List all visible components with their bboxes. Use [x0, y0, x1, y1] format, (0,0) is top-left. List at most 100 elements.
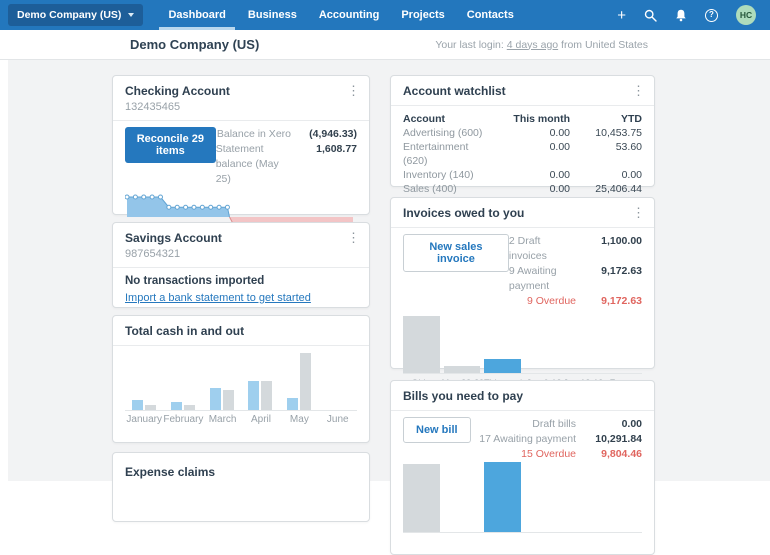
expense-claims-card: Expense claims — [112, 452, 370, 522]
account-name: Advertising (600) — [403, 127, 483, 139]
overdue-row: 9 Overdue 9,172.63 — [509, 294, 642, 309]
bill-stats: Draft bills 0.00 17 Awaiting payment 10,… — [479, 417, 642, 462]
savings-account-card: Savings Account 987654321 No transaction… — [112, 222, 370, 308]
plus-icon[interactable] — [617, 8, 626, 23]
stat-value: 9,172.63 — [601, 295, 642, 307]
card-title: Total cash in and out — [125, 324, 245, 338]
stat-value: 9,172.63 — [601, 265, 642, 277]
account-name: Inventory (140) — [403, 169, 474, 181]
divider — [391, 227, 654, 228]
stat-value: 0.00 — [621, 418, 642, 430]
main-nav: Dashboard Business Accounting Projects C… — [157, 0, 524, 30]
navbar-actions: HC — [617, 5, 756, 25]
nav-item-accounting[interactable]: Accounting — [318, 9, 380, 21]
chevron-down-icon — [128, 13, 135, 17]
x-axis-label: April — [250, 414, 271, 425]
this-month-value: 0.00 — [549, 141, 570, 153]
table-row: Entertainment (620) 0.00 53.60 — [403, 140, 642, 168]
page-header: Demo Company (US) Your last login: 4 day… — [0, 30, 770, 60]
stat-value: 10,291.84 — [595, 433, 642, 445]
divider — [113, 120, 369, 121]
table-row: Sales (400) 0.00 25,406.44 — [403, 182, 642, 196]
x-axis-label: May — [289, 414, 309, 425]
divider — [113, 267, 369, 268]
kebab-menu-icon[interactable] — [347, 84, 360, 97]
account-watchlist-card: Account watchlist Account This month YTD… — [390, 75, 655, 195]
kebab-menu-icon[interactable] — [632, 84, 645, 97]
total-cash-card: Total cash in and out January February Mar… — [112, 315, 370, 443]
last-login-link[interactable]: 4 days ago — [506, 38, 559, 51]
notifications-bell-icon[interactable] — [675, 9, 687, 22]
ytd-value: 25,406.44 — [595, 183, 642, 195]
balance-value: (4,946.33) — [309, 128, 357, 140]
new-bill-button[interactable]: New bill — [403, 417, 471, 443]
stat-label: 15 Overdue — [521, 448, 576, 460]
statement-balance-label: Statement balance (May 25) — [215, 143, 279, 185]
nav-item-business[interactable]: Business — [247, 9, 297, 21]
watchlist-table: Account This month YTD Advertising (600)… — [403, 112, 642, 196]
col-this-month: This month — [513, 113, 570, 125]
invoices-owed-card: Invoices owed to you New sales invoice 2… — [390, 197, 655, 388]
balance-summary: Balance in Xero (4,946.33) Statement bal… — [216, 127, 357, 187]
col-ytd: YTD — [621, 113, 642, 125]
draft-invoices-row: 2 Draft invoices 1,100.00 — [509, 234, 642, 264]
stat-value: 9,804.46 — [601, 448, 642, 460]
card-title: Savings Account — [125, 231, 222, 245]
help-icon[interactable] — [705, 8, 718, 22]
avatar[interactable]: HC — [736, 5, 756, 25]
stat-label: Draft bills — [532, 418, 576, 430]
bills-to-pay-card: Bills you need to pay New bill Draft bil… — [390, 380, 655, 555]
stat-value: 1,100.00 — [601, 235, 642, 247]
statement-balance-value: 1,608.77 — [316, 143, 357, 155]
checking-account-card: Checking Account 132435465 Reconcile 29 … — [112, 75, 370, 245]
last-login-text: Your last login: 4 days ago from United … — [435, 39, 648, 51]
last-login-prefix: Your last login: — [435, 38, 504, 51]
search-icon[interactable] — [644, 9, 657, 22]
total-cash-chart: January February March April May June — [125, 352, 357, 425]
card-title: Checking Account — [125, 84, 230, 98]
x-axis-label: March — [208, 414, 237, 425]
table-header-row: Account This month YTD — [403, 112, 642, 126]
bills-chart — [403, 462, 642, 533]
import-statement-link[interactable]: Import a bank statement to get started — [125, 292, 311, 304]
no-transactions-text: No transactions imported — [125, 275, 265, 287]
invoice-stats: 2 Draft invoices 1,100.00 9 Awaiting pay… — [509, 234, 642, 309]
nav-item-contacts[interactable]: Contacts — [466, 9, 514, 21]
card-title: Expense claims — [125, 465, 216, 479]
nav-item-projects[interactable]: Projects — [401, 9, 445, 21]
x-axis-label: February — [163, 414, 204, 425]
divider — [391, 410, 654, 411]
last-login-suffix: from United States — [561, 38, 648, 51]
table-row: Advertising (600) 0.00 10,453.75 — [403, 126, 642, 140]
account-name: Sales (400) — [403, 183, 457, 195]
page-title: Demo Company (US) — [130, 37, 260, 52]
x-axis-label: January — [126, 414, 162, 425]
stat-label: 9 Overdue — [526, 295, 576, 307]
stat-label: 9 Awaiting payment — [508, 265, 557, 292]
top-navbar: Demo Company (US) Dashboard Business Acc… — [0, 0, 770, 30]
stat-label: 2 Draft invoices — [508, 235, 547, 262]
ytd-value: 53.60 — [615, 141, 642, 153]
col-account: Account — [403, 113, 445, 125]
new-sales-invoice-button[interactable]: New sales invoice — [403, 234, 509, 272]
company-selector-label: Demo Company (US) — [17, 9, 122, 21]
balance-label: Balance in Xero — [216, 128, 291, 140]
invoices-chart: OlderMay 23-29This weekJun 6-12Jun 13-19… — [403, 309, 642, 388]
divider — [391, 105, 654, 106]
overdue-row: 15 Overdue 9,804.46 — [479, 447, 642, 462]
x-axis-label: June — [326, 414, 349, 425]
awaiting-payment-row: 17 Awaiting payment 10,291.84 — [479, 432, 642, 447]
kebab-menu-icon[interactable] — [632, 206, 645, 219]
awaiting-payment-row: 9 Awaiting payment 9,172.63 — [509, 264, 642, 294]
divider — [113, 345, 369, 346]
nav-item-dashboard[interactable]: Dashboard — [157, 0, 236, 30]
company-selector[interactable]: Demo Company (US) — [8, 4, 144, 26]
kebab-menu-icon[interactable] — [347, 231, 360, 244]
account-number: 132435465 — [125, 101, 181, 113]
account-number: 987654321 — [125, 248, 181, 260]
reconcile-button[interactable]: Reconcile 29 items — [125, 127, 216, 163]
this-month-value: 0.00 — [549, 127, 570, 139]
draft-bills-row: Draft bills 0.00 — [479, 417, 642, 432]
table-row: Inventory (140) 0.00 0.00 — [403, 168, 642, 182]
this-month-value: 0.00 — [549, 169, 570, 181]
